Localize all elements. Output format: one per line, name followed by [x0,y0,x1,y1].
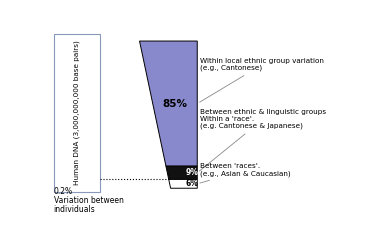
Text: Within local ethnic group variation
(e.g., Cantonese): Within local ethnic group variation (e.g… [200,58,324,102]
Text: individuals: individuals [53,205,96,214]
Polygon shape [166,166,197,179]
Text: Between ethnic & linguistic groups
Within a 'race'.
(e.g. Cantonese & Japanese): Between ethnic & linguistic groups Withi… [199,109,326,171]
FancyBboxPatch shape [53,34,100,192]
Text: Variation between: Variation between [53,196,123,205]
Text: 9%: 9% [186,168,198,177]
Text: Between 'races'.
(e.g., Asian & Caucasian): Between 'races'. (e.g., Asian & Caucasia… [200,163,291,183]
Text: Human DNA (3,000,000,000 base pairs): Human DNA (3,000,000,000 base pairs) [73,40,80,185]
Text: 6%: 6% [186,179,198,188]
Text: 85%: 85% [162,99,188,109]
Polygon shape [139,41,197,166]
Text: 0.2%: 0.2% [53,187,73,196]
Polygon shape [169,179,197,188]
